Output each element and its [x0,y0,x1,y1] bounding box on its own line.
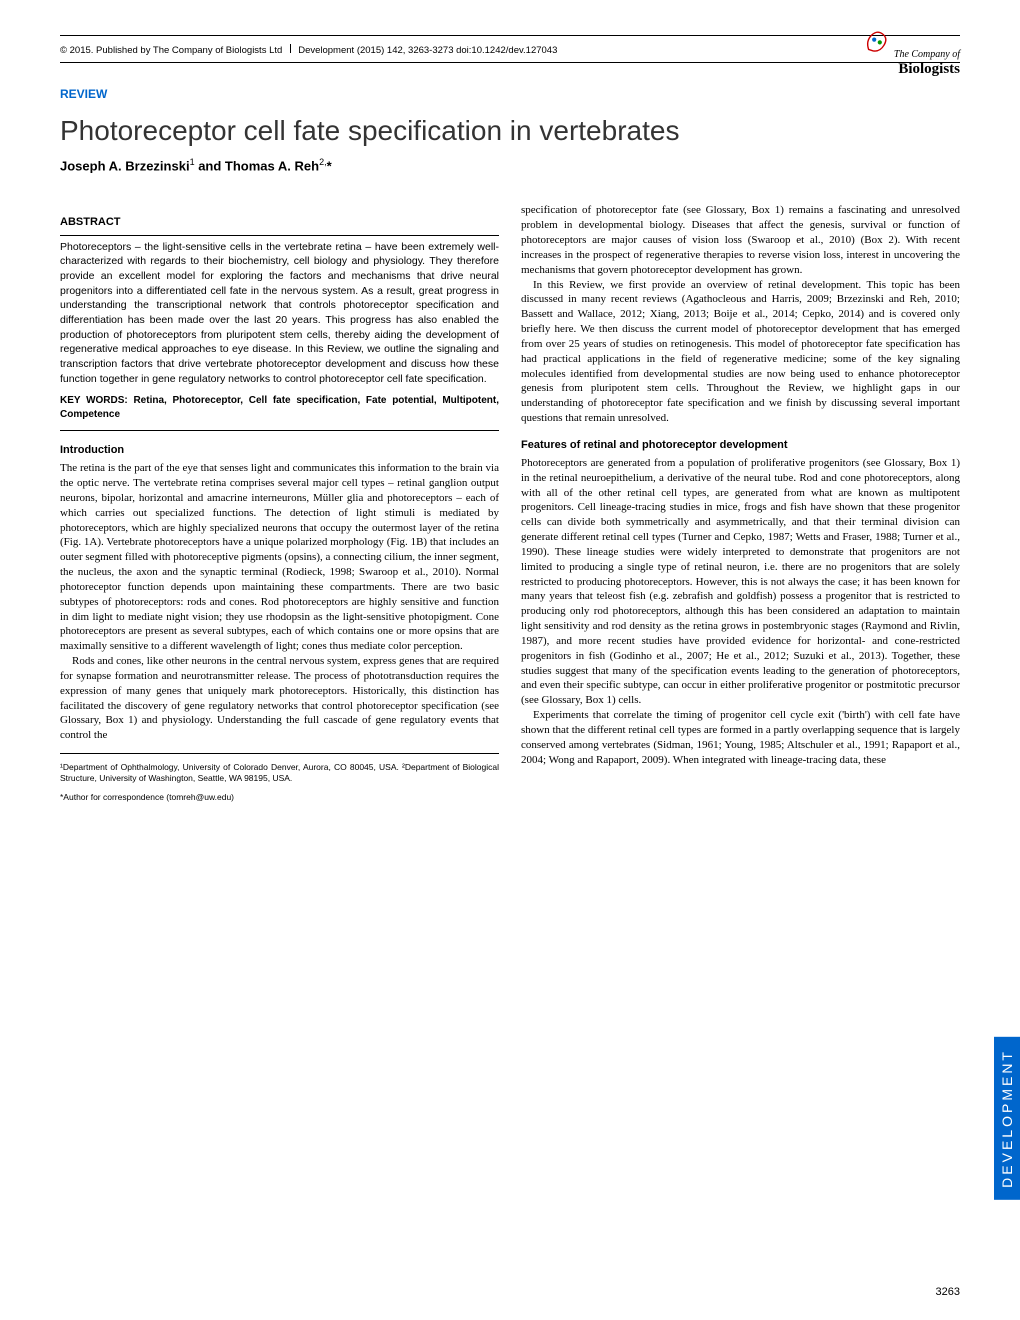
abstract-rule-bottom [60,430,499,431]
intro-p1: The retina is the part of the eye that s… [60,461,499,654]
right-p3: Photoreceptors are generated from a popu… [521,456,960,708]
page-number: 3263 [936,1286,960,1298]
abstract-heading: ABSTRACT [60,215,499,230]
abstract-rule-top [60,235,499,236]
keywords-line: KEY WORDS: Retina, Photoreceptor, Cell f… [60,394,499,422]
article-title: Photoreceptor cell fate specification in… [60,115,960,147]
copyright-text: © 2015. Published by The Company of Biol… [60,45,282,56]
page-container: © 2015. Published by The Company of Biol… [0,0,1020,834]
abstract-body: Photoreceptors – the light-sensitive cel… [60,240,499,387]
journal-side-tab: DEVELOPMENT [994,1037,1020,1200]
intro-heading: Introduction [60,443,499,458]
affiliations-text: ¹Department of Ophthalmology, University… [60,762,499,784]
two-column-layout: ABSTRACT Photoreceptors – the light-sens… [60,203,960,804]
features-heading: Features of retinal and photoreceptor de… [521,438,960,453]
right-p4: Experiments that correlate the timing of… [521,708,960,767]
biologists-logo-icon [863,27,891,55]
left-column: ABSTRACT Photoreceptors – the light-sens… [60,203,499,804]
author-list: Joseph A. Brzezinski1 and Thomas A. Reh2… [60,157,960,173]
header-bar: © 2015. Published by The Company of Biol… [60,35,960,63]
divider-icon [290,44,291,53]
affiliation-rule [60,753,499,754]
journal-citation: Development (2015) 142, 3263-3273 doi:10… [298,45,557,56]
logo-company-text: The Company ofBiologists [894,45,960,76]
intro-p2: Rods and cones, like other neurons in th… [60,654,499,743]
article-type-label: REVIEW [60,87,960,101]
right-p1: specification of photoreceptor fate (see… [521,203,960,277]
right-column: specification of photoreceptor fate (see… [521,203,960,804]
right-p2: In this Review, we first provide an over… [521,278,960,426]
publisher-logo: The Company ofBiologists [863,29,960,78]
header-rule: © 2015. Published by The Company of Biol… [60,35,960,63]
intro-body: The retina is the part of the eye that s… [60,461,499,743]
correspondence-text: *Author for correspondence (tomreh@uw.ed… [60,792,499,804]
